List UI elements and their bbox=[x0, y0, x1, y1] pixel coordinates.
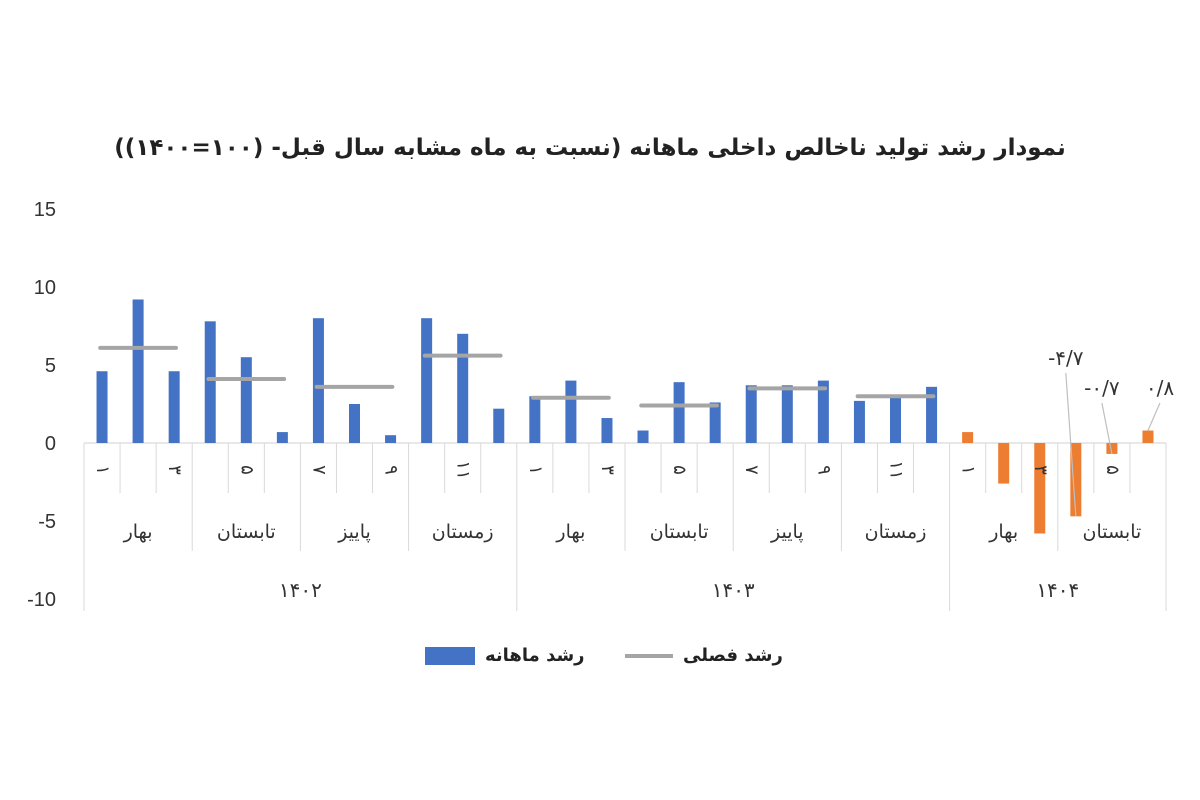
bar-monthly-28 bbox=[1070, 443, 1082, 517]
bar-monthly-24 bbox=[926, 386, 938, 443]
bar-monthly-16 bbox=[637, 430, 649, 443]
month-tick-label: ۱ bbox=[92, 465, 113, 475]
month-tick-label: ۱ bbox=[958, 465, 979, 475]
season-label: زمستان bbox=[432, 521, 494, 543]
bar-monthly-17 bbox=[673, 382, 685, 443]
bar-monthly-21 bbox=[817, 380, 829, 443]
month-tick-label: ۷ bbox=[741, 465, 762, 475]
season-label: بهار bbox=[988, 521, 1018, 543]
bar-monthly-12 bbox=[493, 408, 505, 443]
month-tick-label: ۱ bbox=[525, 465, 546, 475]
bar-monthly-5 bbox=[240, 357, 252, 443]
bar-monthly-6 bbox=[276, 432, 288, 443]
bar-monthly-1 bbox=[96, 371, 108, 443]
bar-monthly-13 bbox=[529, 396, 541, 443]
bar-monthly-7 bbox=[312, 318, 324, 443]
month-tick-label: ۳ bbox=[164, 465, 185, 475]
data-label: ۰/۸ bbox=[1146, 376, 1174, 400]
month-tick-label: ۱۱ bbox=[453, 460, 474, 479]
bar-monthly-11 bbox=[457, 333, 469, 443]
y-tick-label: -10 bbox=[27, 589, 56, 611]
bar-monthly-4 bbox=[204, 321, 216, 443]
season-label: بهار bbox=[123, 521, 153, 543]
bar-monthly-15 bbox=[601, 418, 613, 443]
bar-monthly-27 bbox=[1034, 443, 1046, 534]
bar-monthly-29 bbox=[1106, 443, 1118, 454]
legend-seasonal-label: رشد فصلی bbox=[683, 645, 783, 666]
data-label-leader bbox=[1147, 402, 1161, 431]
legend-monthly-swatch bbox=[425, 646, 475, 665]
data-label: -۴/۷ bbox=[1048, 346, 1084, 370]
month-tick-label: ۷ bbox=[308, 465, 329, 475]
bar-monthly-9 bbox=[385, 435, 397, 443]
data-label-leader bbox=[1065, 372, 1077, 517]
bar-monthly-10 bbox=[421, 318, 433, 443]
season-label: تابستان bbox=[650, 521, 709, 543]
season-label: زمستان bbox=[865, 521, 927, 543]
y-tick-label: 0 bbox=[45, 433, 56, 455]
month-tick-label: ۹ bbox=[813, 465, 834, 475]
legend-seasonal-swatch bbox=[625, 653, 673, 658]
month-tick-label: ۹ bbox=[381, 465, 402, 475]
bar-monthly-18 bbox=[709, 402, 721, 443]
season-label: پاییز bbox=[770, 521, 804, 543]
chart-title: نمودار رشد تولید ناخالص داخلی ماهانه (نس… bbox=[114, 135, 1066, 161]
season-label: تابستان bbox=[217, 521, 276, 543]
y-tick-label: 15 bbox=[34, 199, 56, 221]
bar-monthly-20 bbox=[781, 385, 793, 443]
month-tick-label: ۵ bbox=[1102, 465, 1123, 475]
year-label: ۱۴۰۳ bbox=[712, 578, 755, 602]
bar-monthly-3 bbox=[168, 371, 180, 443]
month-tick-label: ۵ bbox=[669, 465, 690, 475]
data-label-leader bbox=[1101, 402, 1113, 455]
data-label: -۰/۷ bbox=[1084, 376, 1120, 400]
legend-item-seasonal: رشد فصلی bbox=[625, 645, 783, 666]
season-label: بهار bbox=[555, 521, 585, 543]
y-tick-label: -5 bbox=[38, 511, 56, 533]
bar-monthly-23 bbox=[890, 394, 901, 443]
season-label: تابستان bbox=[1083, 521, 1142, 543]
year-label: ۱۴۰۴ bbox=[1036, 578, 1079, 602]
legend-monthly-label: رشد ماهانه bbox=[485, 645, 585, 666]
legend-item-monthly: رشد ماهانه bbox=[425, 645, 585, 666]
bar-monthly-25 bbox=[962, 432, 974, 443]
bar-monthly-14 bbox=[565, 380, 577, 443]
month-tick-label: ۵ bbox=[236, 465, 257, 475]
bar-monthly-26 bbox=[998, 443, 1010, 484]
month-tick-label: ۳ bbox=[597, 465, 618, 475]
month-tick-label: ۳ bbox=[1030, 465, 1051, 475]
season-label: پاییز bbox=[337, 521, 371, 543]
bar-monthly-30 bbox=[1142, 430, 1154, 443]
bar-monthly-19 bbox=[745, 385, 757, 443]
bar-monthly-2 bbox=[132, 299, 144, 443]
bar-monthly-8 bbox=[349, 404, 360, 443]
year-label: ۱۴۰۲ bbox=[279, 578, 322, 602]
bar-monthly-22 bbox=[853, 400, 865, 443]
y-tick-label: 10 bbox=[34, 277, 56, 299]
y-tick-label: 5 bbox=[45, 355, 56, 377]
month-tick-label: ۱۱ bbox=[886, 460, 907, 479]
